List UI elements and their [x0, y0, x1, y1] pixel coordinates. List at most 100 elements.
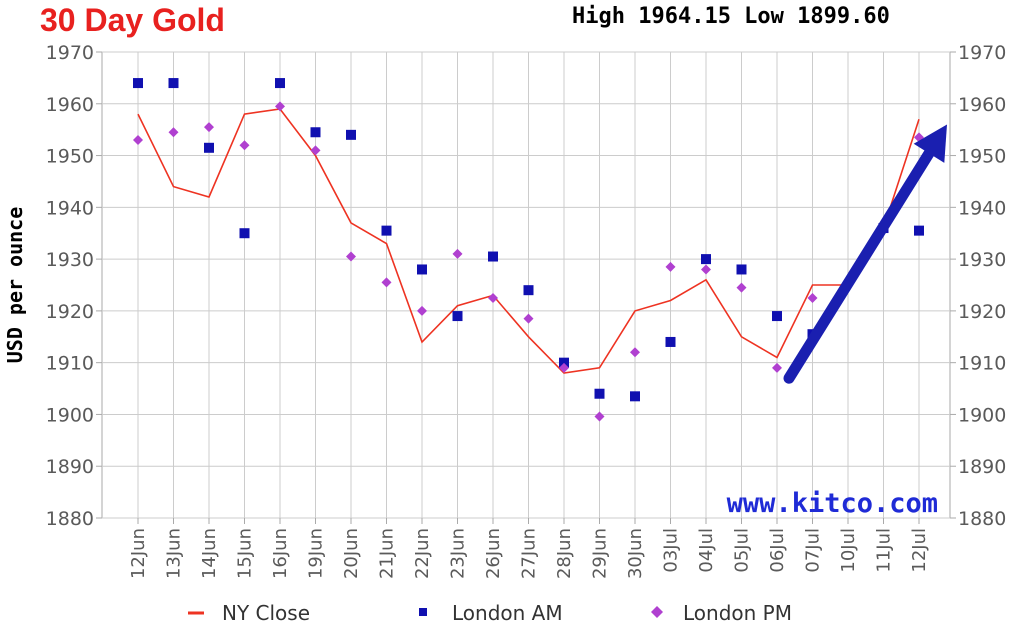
- london-am-point: [310, 127, 321, 138]
- y-tick-label: 1970: [958, 42, 1006, 64]
- y-axis-left: 1880 1890 1900 1910 1920 1930 1940 1950 1960 1970: [46, 42, 102, 530]
- x-tick-label: 19Jun: [306, 528, 327, 579]
- london-pm-point: [772, 362, 782, 373]
- y-axis-label: USD per ounce: [3, 207, 27, 364]
- london-am-point: [452, 311, 463, 322]
- london-am-point: [665, 336, 676, 347]
- arrow-shaft: [783, 147, 935, 384]
- y-tick-label: 1930: [958, 249, 1006, 271]
- ny-close-line: [137, 108, 920, 374]
- y-tick-label: 1910: [958, 353, 1006, 375]
- london-pm-point: [488, 292, 498, 303]
- legend-swatch-london-am: [419, 608, 427, 616]
- y-tick-label: 1920: [46, 301, 94, 323]
- x-tick-label: 06Jul: [767, 528, 788, 573]
- london-am-point: [417, 264, 427, 275]
- y-tick-label: 1960: [46, 94, 94, 116]
- x-tick-label: 27Jun: [519, 528, 540, 579]
- y-tick-label: 1880: [46, 508, 94, 530]
- x-tick-label: 26Jun: [483, 528, 504, 579]
- legend: NY Close London AM London PM: [188, 601, 792, 624]
- x-tick-label: 16Jun: [270, 528, 291, 579]
- x-axis: 12Jun 13Jun 14Jun 15Jun 16Jun 19Jun 20Jun 21Jun…: [128, 518, 930, 579]
- london-am-point: [204, 142, 214, 153]
- london-pm-point: [346, 251, 356, 262]
- y-tick-label: 1960: [958, 94, 1006, 116]
- plot-area: [101, 51, 951, 519]
- london-am-point: [914, 225, 924, 236]
- london-am-point: [594, 388, 605, 399]
- legend-label-london-pm: London PM: [683, 601, 792, 624]
- x-tick-label: 14Jun: [199, 528, 220, 579]
- london-pm-point: [523, 313, 534, 324]
- london-am-point: [239, 228, 250, 239]
- london-pm-point: [665, 261, 676, 272]
- london-pm-point: [133, 135, 143, 146]
- london-am-point: [133, 78, 143, 89]
- series-ny-close: [137, 108, 920, 374]
- y-tick-label: 1890: [958, 456, 1006, 478]
- x-tick-label: 12Jul: [909, 528, 930, 573]
- y-axis-right: 1880 1890 1900 1910 1920 1930 1940 1950 1960 1970: [950, 42, 1006, 530]
- y-tick-label: 1930: [46, 249, 94, 271]
- london-am-point: [736, 264, 747, 275]
- london-am-point: [346, 129, 356, 140]
- london-am-point: [275, 78, 285, 89]
- x-tick-label: 05Jul: [732, 528, 753, 573]
- trend-arrow: [783, 124, 947, 384]
- x-tick-label: 23Jun: [448, 528, 469, 579]
- x-tick-label: 03Jul: [661, 528, 682, 573]
- y-tick-label: 1920: [958, 301, 1006, 323]
- y-tick-label: 1910: [46, 353, 94, 375]
- y-tick-label: 1970: [46, 42, 94, 64]
- london-pm-point: [310, 145, 321, 156]
- london-pm-point: [736, 282, 747, 293]
- london-am-point: [630, 391, 640, 402]
- london-pm-point: [630, 347, 640, 358]
- y-tick-label: 1950: [958, 146, 1006, 168]
- london-pm-point: [381, 277, 392, 288]
- x-tick-label: 07Jul: [803, 528, 824, 573]
- y-tick-label: 1940: [46, 197, 94, 219]
- x-tick-label: 22Jun: [412, 528, 433, 579]
- series-london-pm: [133, 101, 924, 422]
- chart-title: 30 Day Gold: [40, 2, 225, 38]
- x-tick-label: 15Jun: [235, 528, 256, 579]
- x-tick-label: 21Jun: [377, 528, 398, 579]
- legend-label-london-am: London AM: [452, 601, 563, 624]
- x-tick-label: 12Jun: [128, 528, 149, 579]
- y-tick-label: 1900: [958, 404, 1006, 426]
- y-tick-label: 1950: [46, 146, 94, 168]
- legend-swatch-london-pm: [651, 606, 663, 618]
- series-london-am: [133, 78, 924, 402]
- x-tick-label: 29Jun: [590, 528, 611, 579]
- london-am-point: [772, 311, 782, 322]
- legend-label-ny-close: NY Close: [222, 601, 310, 624]
- x-tick-label: 13Jun: [164, 528, 185, 579]
- x-tick-label: 30Jun: [625, 528, 646, 579]
- x-tick-label: 10Jul: [838, 528, 859, 573]
- london-pm-point: [594, 411, 605, 422]
- london-am-point: [381, 225, 392, 236]
- y-tick-label: 1900: [46, 404, 94, 426]
- london-pm-point: [559, 362, 569, 373]
- london-am-point: [523, 285, 534, 296]
- london-pm-point: [275, 101, 285, 112]
- y-tick-label: 1940: [958, 197, 1006, 219]
- y-tick-label: 1890: [46, 456, 94, 478]
- watermark: www.kitco.com: [727, 488, 938, 519]
- london-pm-point: [701, 264, 711, 275]
- x-tick-label: 20Jun: [341, 528, 362, 579]
- y-tick-label: 1880: [958, 508, 1006, 530]
- london-am-point: [559, 357, 569, 368]
- x-tick-label: 04Jul: [696, 528, 717, 573]
- london-pm-point: [452, 248, 463, 259]
- high-low-readout: High 1964.15 Low 1899.60: [572, 4, 890, 29]
- x-tick-label: 11Jul: [874, 528, 895, 573]
- london-pm-point: [417, 305, 427, 316]
- london-pm-point: [239, 140, 250, 151]
- arrow-head: [913, 124, 947, 163]
- london-am-point: [488, 251, 498, 262]
- london-am-point: [168, 78, 179, 89]
